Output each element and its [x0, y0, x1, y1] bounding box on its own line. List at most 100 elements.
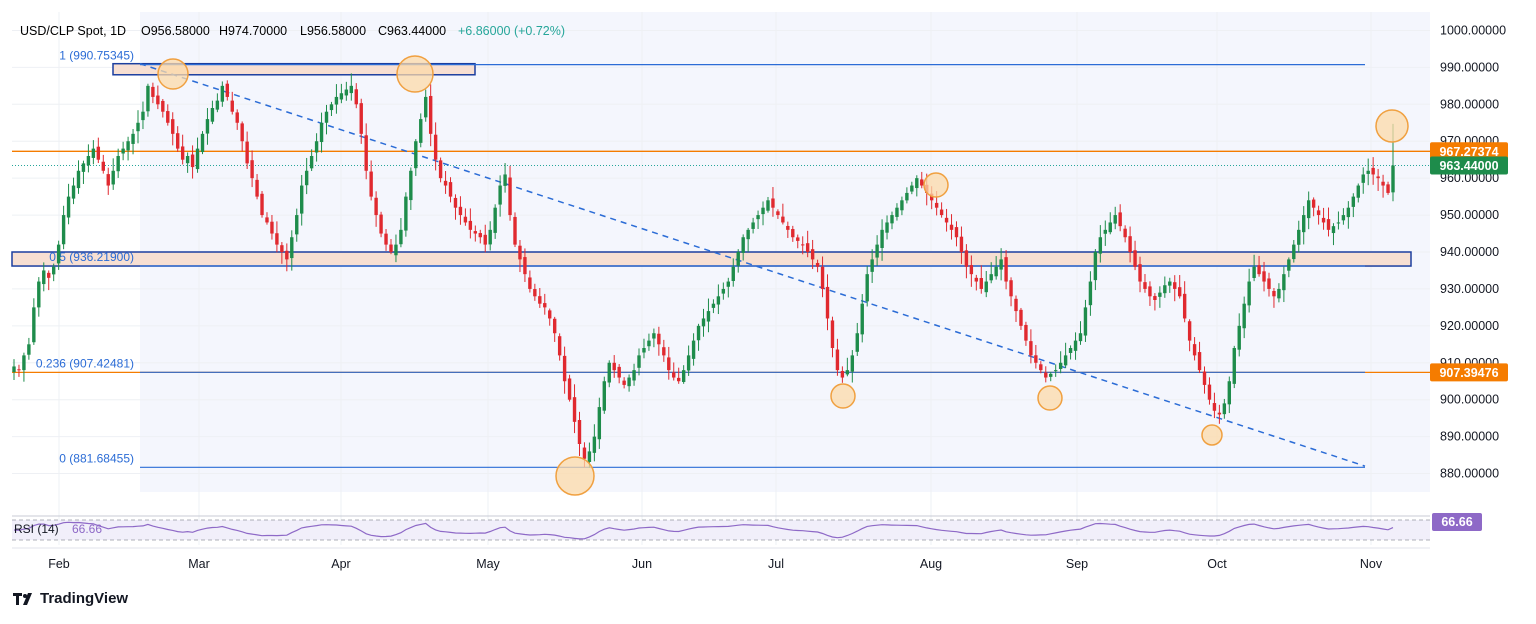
candle-body	[71, 185, 76, 199]
candle-body	[701, 318, 706, 327]
candle-body	[716, 296, 721, 305]
candle-body	[195, 148, 200, 170]
candle-body	[443, 180, 448, 186]
candle-body	[1306, 200, 1311, 219]
candle-body	[791, 229, 795, 238]
candle-body	[51, 266, 56, 275]
candle-body	[404, 196, 408, 231]
candle-body	[1351, 196, 1356, 207]
candle-body	[810, 249, 815, 260]
candle-body	[1386, 184, 1390, 193]
candle-body	[478, 233, 482, 238]
x-tick-label: Jun	[632, 557, 652, 571]
candle-body	[1212, 403, 1217, 411]
candle-body	[681, 370, 686, 382]
candle-body	[61, 215, 66, 245]
candle-body	[275, 233, 279, 245]
candle-body	[1053, 370, 1058, 372]
candle-body	[235, 112, 239, 123]
candle-body	[766, 200, 770, 211]
highlight-circle	[555, 456, 595, 496]
candle-body	[1118, 212, 1122, 227]
candle-body	[428, 95, 433, 134]
candle-body	[1034, 355, 1038, 363]
candle-body	[1292, 244, 1296, 260]
candle-body	[503, 174, 507, 186]
y-tick-label: 890.00000	[1440, 430, 1499, 444]
candle-body	[1063, 355, 1068, 366]
candle-body	[865, 274, 869, 302]
candle-body	[880, 229, 884, 248]
candle-body	[761, 207, 765, 215]
y-tick-label: 940.00000	[1440, 245, 1499, 259]
candle-body	[840, 370, 845, 378]
candle-body	[890, 215, 894, 224]
candle-body	[825, 286, 830, 319]
candle-body	[1326, 219, 1331, 230]
candle-body	[667, 357, 671, 371]
candle-body	[959, 236, 964, 252]
candle-body	[1058, 362, 1063, 369]
candle-body	[1182, 293, 1187, 319]
candle-body	[597, 407, 602, 440]
candle-body	[731, 266, 735, 282]
x-tick-label: Mar	[188, 557, 210, 571]
candle-body	[1078, 333, 1083, 342]
candle-body	[1148, 286, 1152, 297]
candle-body	[1391, 165, 1395, 193]
candle-body	[1222, 403, 1227, 415]
candle-body	[329, 104, 334, 111]
candle-body	[185, 156, 190, 164]
candle-body	[42, 270, 46, 285]
candle-body	[394, 244, 398, 256]
candle-body	[900, 200, 904, 211]
header-close: C963.44000	[378, 24, 446, 38]
candle-body	[672, 372, 676, 378]
candle-body	[974, 277, 979, 282]
candle-body	[156, 95, 160, 105]
candle-body	[250, 160, 254, 179]
highlight-circle	[1375, 109, 1409, 143]
candle-body	[1014, 298, 1018, 312]
candle-body	[1321, 217, 1326, 223]
x-tick-label: Apr	[331, 557, 350, 571]
x-tick-label: Aug	[920, 557, 942, 571]
candle-body	[280, 245, 284, 252]
highlight-circle	[830, 383, 856, 409]
rsi-line	[13, 521, 1394, 540]
candle-body	[548, 310, 552, 319]
candle-body	[627, 377, 631, 387]
candle-body	[781, 216, 785, 223]
candle-body	[989, 274, 993, 281]
candle-body	[32, 307, 36, 343]
candle-body	[180, 146, 185, 160]
hline-tag-label: 907.39476	[1439, 366, 1498, 380]
candle-body	[994, 266, 998, 277]
rsi-value-inline: 66.66	[72, 522, 102, 536]
header-symbol: USD/CLP Spot, 1D	[20, 24, 126, 38]
candle-body	[1272, 290, 1276, 297]
candle-body	[830, 320, 835, 348]
candle-body	[12, 366, 16, 372]
candle-body	[1381, 181, 1385, 186]
candle-body	[657, 333, 661, 345]
candle-body	[528, 277, 532, 289]
candle-body	[696, 325, 701, 341]
candle-body	[1024, 324, 1028, 341]
candle-body	[354, 89, 358, 105]
candle-body	[592, 436, 597, 453]
candle-body	[1237, 325, 1241, 350]
candle-body	[1187, 321, 1192, 341]
candle-body	[1356, 185, 1360, 198]
y-tick-label: 950.00000	[1440, 208, 1499, 222]
candle-body	[652, 333, 656, 339]
candle-body	[949, 224, 954, 230]
tradingview-brand[interactable]: TradingView	[12, 590, 128, 607]
candle-body	[1173, 282, 1177, 289]
candle-body	[741, 237, 745, 253]
candle-body	[314, 141, 319, 153]
candle-body	[121, 148, 125, 154]
candle-body	[389, 244, 393, 252]
y-tick-label: 980.00000	[1440, 97, 1499, 111]
